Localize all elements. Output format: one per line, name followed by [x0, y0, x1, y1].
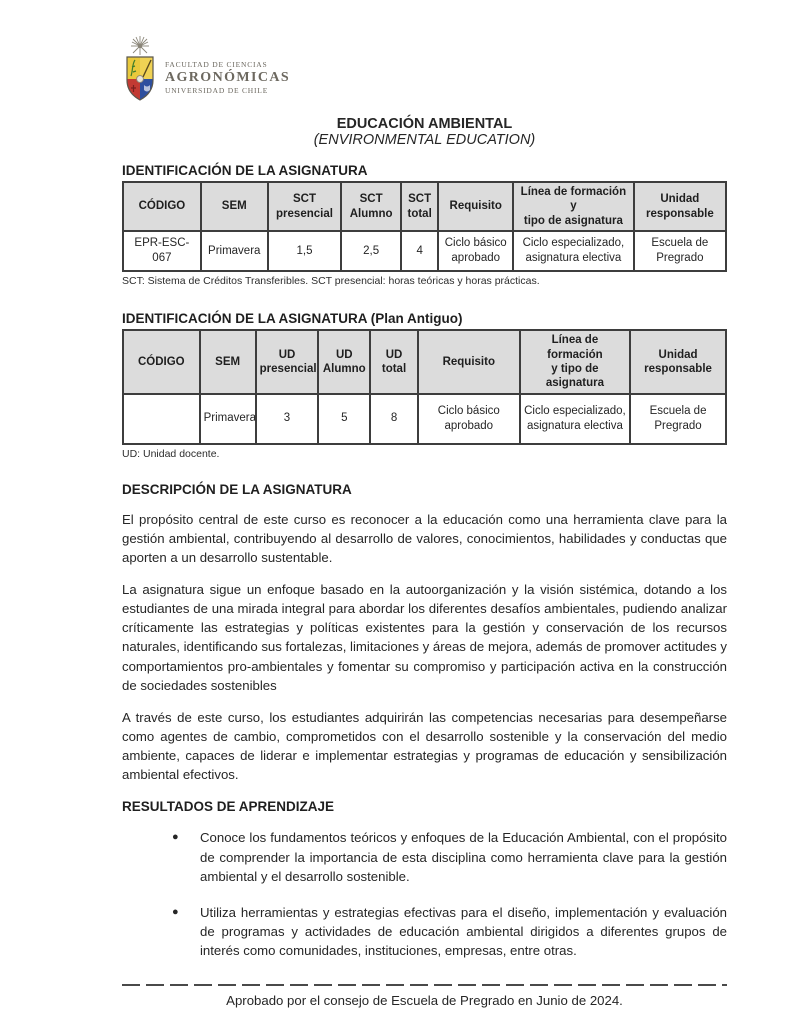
section-heading-identification: IDENTIFICACIÓN DE LA ASIGNATURA	[122, 163, 368, 178]
col-header-linea: Línea de formación y tipo de asignatura	[518, 329, 632, 395]
table-row: Primavera 3 5 8 Ciclo básico aprobado Ci…	[122, 392, 727, 445]
outcome-item: ● Conoce los fundamentos teóricos y enfo…	[122, 828, 727, 885]
approval-footer: Aprobado por el consejo de Escuela de Pr…	[226, 993, 623, 1009]
cell-sem: Primavera	[198, 392, 257, 445]
cell-codigo: EPR-ESC-067	[122, 230, 202, 273]
col-header-ud-presencial: UD presencial	[254, 329, 320, 395]
cell-sct-total: 4	[399, 230, 440, 273]
col-header-sct-presencial: SCT presencial	[266, 180, 343, 233]
col-header-ud-alumno: UD Alumno	[317, 329, 372, 395]
cell-unidad: Escuela de Pregrado	[632, 230, 728, 273]
sct-footnote: SCT: Sistema de Créditos Transferibles. …	[122, 275, 540, 288]
identification-table: CÓDIGO SEM SCT presencial SCT Alumno SCT…	[122, 180, 728, 273]
col-header-requisito: Requisito	[437, 180, 515, 233]
outcome-text: Utiliza herramientas y estrategias efect…	[200, 904, 727, 959]
cell-requisito: Ciclo básico aprobado	[416, 392, 521, 445]
table-row: EPR-ESC-067 Primavera 1,5 2,5 4 Ciclo bá…	[122, 230, 728, 273]
identification-old-table: CÓDIGO SEM UD presencial UD Alumno UD to…	[122, 329, 727, 445]
logo-faculty-name: AGRONÓMICAS	[165, 70, 291, 86]
col-header-sem: SEM	[198, 329, 257, 395]
table-header-row: CÓDIGO SEM UD presencial UD Alumno UD to…	[122, 329, 727, 395]
outcome-text: Conoce los fundamentos teóricos y enfoqu…	[200, 830, 727, 884]
col-header-sct-alumno: SCT Alumno	[340, 180, 402, 233]
col-header-ud-total: UD total	[369, 329, 419, 395]
signature-separator-line	[122, 984, 727, 987]
university-logo-text: FACULTAD DE CIENCIAS AGRONÓMICAS UNIVERS…	[165, 60, 290, 102]
description-paragraph: El propósito central de este curso es re…	[122, 511, 727, 565]
cell-ud-total: 8	[369, 392, 419, 445]
cell-unidad: Escuela de Pregrado	[629, 392, 727, 445]
logo-faculty-line: FACULTAD DE CIENCIAS	[165, 60, 268, 70]
logo-university-name: UNIVERSIDAD DE CHILE	[165, 86, 269, 96]
bullet-icon: ●	[172, 905, 179, 918]
bullet-icon: ●	[172, 831, 179, 844]
col-header-codigo: CÓDIGO	[122, 329, 201, 395]
col-header-linea: Línea de formación y tipo de asignatura	[512, 180, 635, 233]
cell-ud-alumno: 5	[317, 392, 372, 445]
description-paragraph: A través de este curso, los estudiantes …	[122, 709, 727, 783]
university-shield-icon	[126, 36, 154, 101]
university-logo: FACULTAD DE CIENCIAS AGRONÓMICAS UNIVERS…	[122, 36, 727, 102]
table-header-row: CÓDIGO SEM SCT presencial SCT Alumno SCT…	[122, 180, 728, 233]
cell-codigo	[122, 392, 201, 445]
cell-linea: Ciclo especializado, asignatura electiva	[518, 392, 632, 445]
course-title: EDUCACIÓN AMBIENTAL	[336, 116, 513, 132]
description-paragraph: La asignatura sigue un enfoque basado en…	[122, 582, 727, 693]
outcome-item: ● Utiliza herramientas y estrategias efe…	[122, 903, 727, 960]
section-heading-identification-old: IDENTIFICACIÓN DE LA ASIGNATURA (Plan An…	[122, 311, 463, 327]
cell-linea: Ciclo especializado, asignatura electiva	[512, 230, 635, 273]
ud-footnote: UD: Unidad docente.	[122, 447, 220, 460]
col-header-unidad: Unidad responsable	[629, 329, 727, 395]
cell-ud-presencial: 3	[254, 392, 320, 445]
cell-sct-alumno: 2,5	[340, 230, 402, 273]
cell-requisito: Ciclo básico aprobado	[437, 230, 515, 273]
col-header-requisito: Requisito	[416, 329, 521, 395]
col-header-sem: SEM	[199, 180, 269, 233]
section-heading-outcomes: RESULTADOS DE APRENDIZAJE	[122, 799, 335, 815]
cell-sct-presencial: 1,5	[266, 230, 343, 273]
title-block: EDUCACIÓN AMBIENTAL (ENVIRONMENTAL EDUCA…	[122, 116, 727, 148]
col-header-codigo: CÓDIGO	[122, 180, 202, 233]
cell-sem: Primavera	[199, 230, 269, 273]
section-heading-description: DESCRIPCIÓN DE LA ASIGNATURA	[122, 481, 352, 497]
col-header-sct-total: SCT total	[399, 180, 440, 233]
course-title-translation: (ENVIRONMENTAL EDUCATION)	[313, 132, 536, 148]
col-header-unidad: Unidad responsable	[632, 180, 728, 233]
